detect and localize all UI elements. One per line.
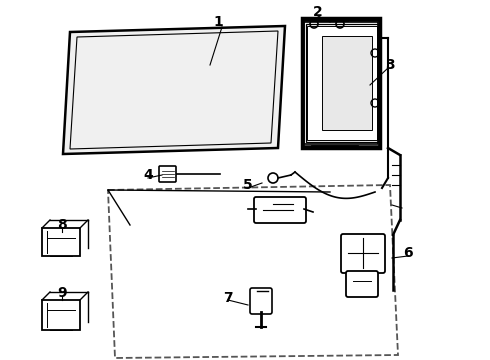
Text: 6: 6 [403, 246, 413, 260]
Text: 4: 4 [143, 168, 153, 182]
FancyBboxPatch shape [254, 197, 306, 223]
Text: 2: 2 [313, 5, 323, 19]
Polygon shape [322, 36, 372, 130]
FancyBboxPatch shape [250, 288, 272, 314]
Text: 5: 5 [243, 178, 253, 192]
FancyBboxPatch shape [346, 271, 378, 297]
FancyBboxPatch shape [42, 228, 80, 256]
FancyBboxPatch shape [42, 300, 80, 330]
Polygon shape [302, 18, 380, 148]
Text: 1: 1 [213, 15, 223, 29]
FancyBboxPatch shape [159, 166, 176, 182]
Polygon shape [63, 26, 285, 154]
Text: 8: 8 [57, 218, 67, 232]
Text: 3: 3 [385, 58, 395, 72]
FancyBboxPatch shape [341, 234, 385, 273]
Text: 9: 9 [57, 286, 67, 300]
Text: 7: 7 [223, 291, 233, 305]
